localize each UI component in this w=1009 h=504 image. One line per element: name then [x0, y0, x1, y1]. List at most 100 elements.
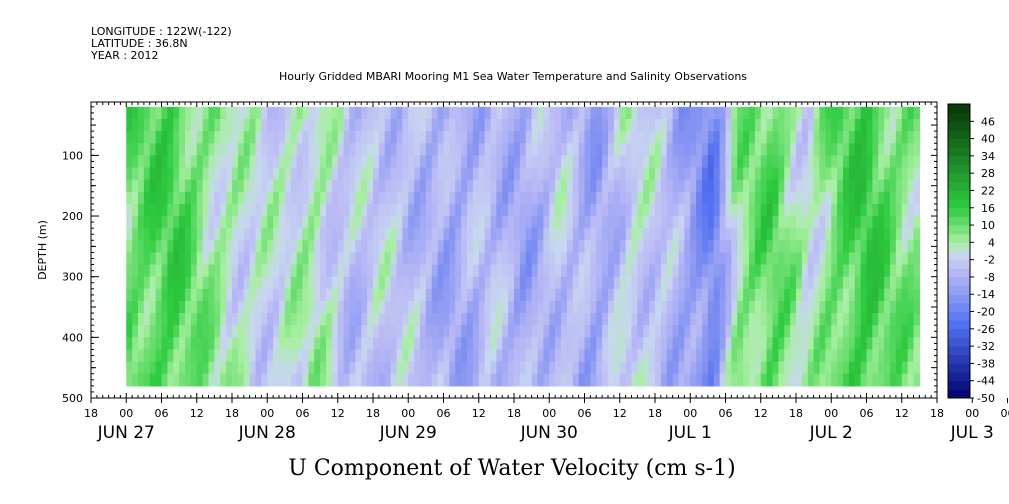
heatmap-cell	[807, 313, 815, 326]
heatmap-cell	[308, 131, 315, 144]
heatmap-cell	[478, 361, 486, 375]
heatmap-cell	[496, 143, 503, 156]
heatmap-cell	[378, 118, 386, 132]
heatmap-cell	[390, 155, 398, 169]
heatmap-cell	[913, 191, 920, 205]
heatmap-cell	[801, 276, 809, 290]
heatmap-cell	[378, 143, 386, 156]
heatmap-cell	[243, 228, 251, 241]
heatmap-cell	[584, 276, 591, 290]
heatmap-cell	[831, 167, 838, 181]
heatmap-cell	[484, 361, 492, 375]
heatmap-cell	[807, 325, 815, 338]
heatmap-cell	[267, 131, 274, 144]
heatmap-cell	[561, 228, 568, 241]
heatmap-cell	[801, 337, 809, 351]
heatmap-cell	[725, 167, 732, 181]
heatmap-cell	[185, 361, 192, 375]
heatmap-cell	[143, 143, 151, 156]
heatmap-cell	[337, 155, 345, 169]
heatmap-cell	[455, 288, 462, 302]
heatmap-cell	[220, 203, 227, 217]
heatmap-cell	[431, 276, 439, 290]
heatmap-cell	[696, 313, 703, 326]
heatmap-cell	[132, 276, 139, 290]
heatmap-cell	[901, 288, 909, 302]
heatmap-cell	[478, 203, 486, 217]
heatmap-cell	[290, 155, 298, 169]
heatmap-cell	[167, 228, 174, 241]
heatmap-cell	[796, 143, 803, 156]
heatmap-cell	[478, 264, 486, 278]
heatmap-cell	[496, 373, 503, 387]
heatmap-cell	[255, 143, 262, 156]
heatmap-cell	[202, 300, 210, 314]
heatmap-cell	[602, 191, 609, 205]
heatmap-cell	[443, 106, 450, 120]
heatmap-cell	[349, 349, 356, 363]
heatmap-cell	[390, 203, 398, 217]
heatmap-cell	[566, 131, 574, 144]
colorbar-tick-label: 28	[981, 167, 995, 180]
heatmap-cell	[220, 276, 227, 290]
heatmap-cell	[326, 288, 333, 302]
heatmap-cell	[226, 118, 233, 132]
heatmap-cell	[396, 361, 403, 375]
heatmap-cell	[161, 167, 168, 181]
heatmap-cell	[543, 203, 550, 217]
heatmap-cell	[302, 337, 309, 351]
heatmap-cell	[455, 276, 462, 290]
heatmap-cell	[737, 191, 744, 205]
heatmap-cell	[320, 373, 327, 387]
heatmap-cell	[143, 264, 151, 278]
heatmap-cell	[255, 179, 262, 193]
heatmap-cell	[149, 143, 157, 156]
heatmap-cell	[831, 337, 838, 351]
heatmap-cell	[261, 131, 268, 144]
heatmap-cell	[566, 240, 574, 254]
heatmap-cell	[267, 191, 274, 205]
heatmap-cell	[155, 252, 163, 266]
heatmap-cell	[637, 155, 644, 169]
heatmap-cell	[572, 106, 580, 120]
heatmap-cell	[449, 252, 456, 266]
heatmap-cell	[173, 300, 180, 314]
heatmap-cell	[361, 313, 368, 326]
heatmap-cell	[666, 106, 674, 120]
heatmap-cell	[666, 155, 674, 169]
heatmap-cell	[878, 300, 885, 314]
colorbar-swatch	[948, 363, 970, 373]
heatmap-cell	[414, 300, 421, 314]
heatmap-cell	[243, 264, 251, 278]
heatmap-cell	[831, 313, 838, 326]
heatmap-cell	[290, 325, 298, 338]
heatmap-cell	[684, 216, 691, 229]
heatmap-cell	[884, 373, 891, 387]
heatmap-cell	[737, 131, 744, 144]
heatmap-cell	[743, 313, 750, 326]
heatmap-cell	[778, 264, 785, 278]
heatmap-cell	[819, 203, 826, 217]
heatmap-cell	[672, 349, 680, 363]
heatmap-cell	[854, 276, 862, 290]
heatmap-cell	[872, 276, 879, 290]
heatmap-cell	[508, 337, 515, 351]
heatmap-cell	[337, 179, 345, 193]
heatmap-cell	[378, 373, 386, 387]
heatmap-cell	[907, 325, 915, 338]
heatmap-cell	[484, 288, 492, 302]
heatmap-cell	[696, 337, 703, 351]
heatmap-cell	[555, 313, 562, 326]
heatmap-cell	[273, 118, 280, 132]
heatmap-cell	[766, 131, 774, 144]
heatmap-cell	[749, 337, 756, 351]
heatmap-cell	[425, 264, 433, 278]
heatmap-cell	[866, 118, 873, 132]
heatmap-cell	[801, 155, 809, 169]
heatmap-cell	[760, 203, 768, 217]
heatmap-cell	[514, 313, 521, 326]
heatmap-cell	[185, 216, 192, 229]
heatmap-cell	[208, 337, 215, 351]
heatmap-cell	[308, 191, 315, 205]
heatmap-cell	[602, 337, 609, 351]
